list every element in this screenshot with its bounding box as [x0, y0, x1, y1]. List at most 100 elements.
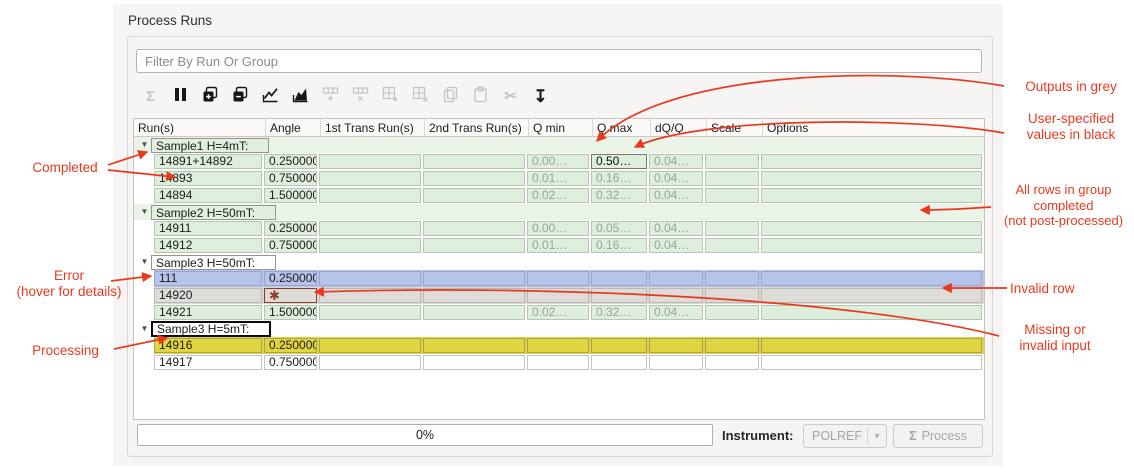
trans1-cell[interactable]	[319, 338, 421, 353]
dqq-cell[interactable]: 0.04…	[649, 154, 703, 169]
cut-button[interactable]: ✂	[497, 84, 524, 108]
runs-cell[interactable]: 14911	[154, 221, 262, 236]
trans2-cell[interactable]	[423, 355, 525, 370]
table-row[interactable]: 14891+14892 0.250000 0.00… 0.50… 0.04…	[134, 153, 984, 170]
scale-cell[interactable]	[705, 355, 759, 370]
qmin-cell[interactable]	[527, 355, 589, 370]
table-row[interactable]: 14917 0.750000	[134, 354, 984, 371]
qmin-cell[interactable]: 0.01…	[527, 171, 589, 186]
qmin-cell[interactable]	[527, 271, 589, 286]
trans2-cell[interactable]	[423, 238, 525, 253]
plot-stitched-button[interactable]	[287, 84, 314, 108]
options-cell[interactable]	[761, 154, 982, 169]
dqq-cell[interactable]: 0.04…	[649, 221, 703, 236]
angle-cell[interactable]: 0.750000	[264, 238, 317, 253]
process-button[interactable]: Σ Process	[893, 424, 983, 448]
angle-cell[interactable]: 0.250000	[264, 271, 317, 286]
table-row[interactable]: 14912 0.750000 0.01… 0.16… 0.04…	[134, 237, 984, 254]
runs-cell[interactable]: 14891+14892	[154, 154, 262, 169]
scale-cell[interactable]	[705, 338, 759, 353]
scale-cell[interactable]	[705, 188, 759, 203]
column-header-options[interactable]: Options	[767, 121, 809, 135]
angle-cell-invalid[interactable]: ✱	[264, 288, 317, 303]
collapse-triangle-icon[interactable]: ▼	[140, 324, 149, 333]
dqq-cell[interactable]	[649, 338, 703, 353]
options-cell[interactable]	[761, 288, 982, 303]
column-header-trans1[interactable]: 1st Trans Run(s)	[321, 119, 425, 136]
group-row-sample2[interactable]: ▼ Sample2 H=50mT:	[134, 204, 984, 220]
angle-cell[interactable]: 0.250000	[264, 221, 317, 236]
angle-cell[interactable]: 0.750000	[264, 355, 317, 370]
collapse-triangle-icon[interactable]: ▼	[140, 207, 149, 216]
trans1-cell[interactable]	[319, 238, 421, 253]
options-cell[interactable]	[761, 171, 982, 186]
dqq-cell[interactable]: 0.04…	[649, 188, 703, 203]
paste-button[interactable]	[467, 84, 494, 108]
trans1-cell[interactable]	[319, 171, 421, 186]
table-row[interactable]: 14894 1.500000 0.02… 0.32… 0.04…	[134, 187, 984, 204]
column-header-runs[interactable]: Run(s)	[134, 119, 266, 136]
qmin-cell[interactable]: 0.01…	[527, 238, 589, 253]
trans2-cell[interactable]	[423, 305, 525, 320]
trans1-cell[interactable]	[319, 305, 421, 320]
sum-button[interactable]: Σ	[137, 84, 164, 108]
qmax-cell[interactable]	[591, 338, 647, 353]
group-label[interactable]: Sample2 H=50mT:	[151, 204, 277, 220]
table-row[interactable]: 14893 0.750000 0.01… 0.16… 0.04…	[134, 170, 984, 187]
qmax-cell[interactable]: 0.16…	[591, 171, 647, 186]
column-header-angle[interactable]: Angle	[266, 119, 321, 136]
scale-cell[interactable]	[705, 238, 759, 253]
options-cell[interactable]	[761, 355, 982, 370]
qmax-cell[interactable]	[591, 288, 647, 303]
options-cell[interactable]	[761, 238, 982, 253]
group-row-sample1[interactable]: ▼ Sample1 H=4mT:	[134, 137, 984, 153]
expand-groups-button[interactable]	[377, 84, 404, 108]
scale-cell[interactable]	[705, 271, 759, 286]
trans1-cell[interactable]	[319, 271, 421, 286]
trans2-cell[interactable]	[423, 171, 525, 186]
table-row[interactable]: 14911 0.250000 0.00… 0.05… 0.04…	[134, 220, 984, 237]
trans1-cell[interactable]	[319, 355, 421, 370]
options-cell[interactable]	[761, 271, 982, 286]
trans1-cell[interactable]	[319, 154, 421, 169]
pause-button[interactable]	[167, 84, 194, 108]
column-header-scale[interactable]: Scale	[707, 119, 763, 136]
group-row-sample3-50mt[interactable]: ▼ Sample3 H=50mT:	[134, 254, 984, 270]
dqq-cell[interactable]: 0.04…	[649, 238, 703, 253]
group-label[interactable]: Sample1 H=4mT:	[151, 137, 270, 153]
dqq-cell[interactable]	[649, 271, 703, 286]
trans2-cell[interactable]	[423, 221, 525, 236]
scale-cell[interactable]	[705, 288, 759, 303]
runs-cell[interactable]: 14917	[154, 355, 262, 370]
options-cell[interactable]	[761, 338, 982, 353]
group-row-sample3-5mt[interactable]: ▼ Sample3 H=5mT:	[134, 321, 984, 337]
trans1-cell[interactable]	[319, 288, 421, 303]
trans2-cell[interactable]	[423, 154, 525, 169]
trans2-cell[interactable]	[423, 288, 525, 303]
angle-cell[interactable]: 0.250000	[264, 154, 317, 169]
dqq-cell[interactable]: 0.04…	[649, 171, 703, 186]
qmax-cell[interactable]: 0.50…	[591, 154, 647, 169]
runs-cell[interactable]: 14920	[154, 288, 262, 303]
group-label-selected[interactable]: Sample3 H=5mT:	[151, 321, 272, 337]
angle-cell[interactable]: 1.500000	[264, 305, 317, 320]
trans1-cell[interactable]	[319, 221, 421, 236]
qmax-cell[interactable]: 0.16…	[591, 238, 647, 253]
column-header-dqq[interactable]: dQ/Q	[651, 119, 707, 136]
dqq-cell[interactable]	[649, 355, 703, 370]
qmax-cell[interactable]: 0.32…	[591, 188, 647, 203]
group-label[interactable]: Sample3 H=50mT:	[151, 254, 277, 270]
options-cell[interactable]	[761, 221, 982, 236]
scale-cell[interactable]	[705, 221, 759, 236]
collapse-triangle-icon[interactable]: ▼	[140, 257, 149, 266]
qmin-cell[interactable]: 0.02…	[527, 188, 589, 203]
options-cell[interactable]	[761, 188, 982, 203]
copy-button[interactable]	[437, 84, 464, 108]
table-row-processing[interactable]: 14916 0.250000	[134, 337, 984, 354]
column-header-qmin[interactable]: Q min	[529, 119, 593, 136]
angle-cell[interactable]: 1.500000	[264, 188, 317, 203]
table-row-error[interactable]: 111 0.250000	[134, 270, 984, 287]
scale-cell[interactable]	[705, 154, 759, 169]
runs-cell[interactable]: 14912	[154, 238, 262, 253]
collapse-triangle-icon[interactable]: ▼	[140, 140, 149, 149]
